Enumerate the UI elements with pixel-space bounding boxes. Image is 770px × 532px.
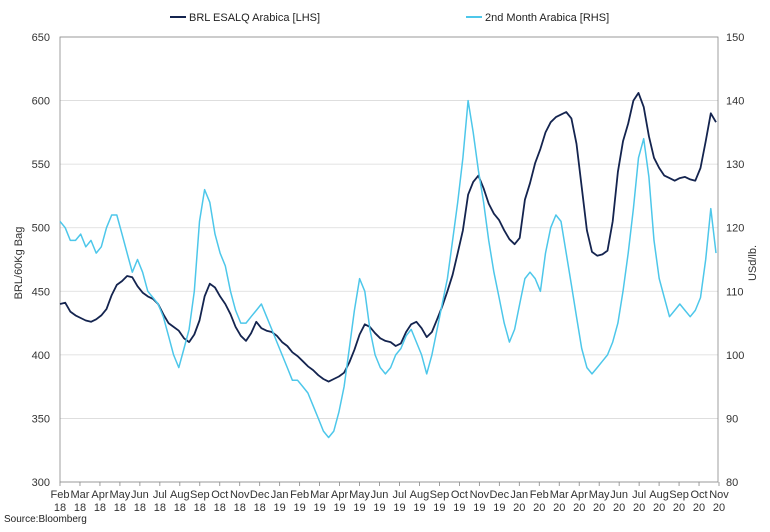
- x-tick-label-year: 20: [653, 502, 665, 514]
- x-tick-label-year: 19: [274, 502, 286, 514]
- x-tick-label-year: 19: [353, 502, 365, 514]
- x-tick-label-month: Jun: [371, 489, 389, 501]
- y-left-tick-label: 350: [32, 413, 50, 425]
- x-tick-label-year: 19: [313, 502, 325, 514]
- x-tick-label-month: Oct: [690, 489, 707, 501]
- x-tick-label-month: Oct: [211, 489, 228, 501]
- x-tick-label-month: Nov: [709, 489, 729, 501]
- x-tick-label-year: 19: [393, 502, 405, 514]
- x-tick-label-year: 18: [234, 502, 246, 514]
- y-left-tick-label: 300: [32, 477, 50, 489]
- grid-lines: [60, 36, 718, 483]
- y-axis-right: 80 90 100 110 120 130 140 150: [726, 32, 744, 489]
- x-tick-label-month: Feb: [530, 489, 549, 501]
- x-tick-label-month: Aug: [649, 489, 669, 501]
- legend: BRL ESALQ Arabica [LHS] 2nd Month Arabic…: [170, 12, 609, 24]
- x-tick-label-year: 20: [533, 502, 545, 514]
- series-lines: [59, 92, 717, 439]
- x-tick-label-year: 18: [134, 502, 146, 514]
- x-tick-label-month: May: [589, 489, 610, 501]
- x-tick-label-month: Dec: [490, 489, 510, 501]
- x-tick-label-month: Jun: [131, 489, 149, 501]
- x-tick-label-year: 19: [453, 502, 465, 514]
- y-left-tick-label: 450: [32, 286, 50, 298]
- x-tick-label-month: Mar: [310, 489, 329, 501]
- x-tick-label-month: Apr: [331, 489, 348, 501]
- y-axis-right-label: USd/lb.: [747, 245, 759, 281]
- x-tick-label-month: Nov: [230, 489, 250, 501]
- y-left-tick-label: 550: [32, 159, 50, 171]
- x-tick-label-year: 18: [74, 502, 86, 514]
- x-tick-label-year: 18: [114, 502, 126, 514]
- y-right-tick-label: 80: [726, 477, 738, 489]
- x-tick-label-year: 20: [513, 502, 525, 514]
- y-left-tick-label: 400: [32, 350, 50, 362]
- legend-label-brl-esalq: BRL ESALQ Arabica [LHS]: [189, 12, 320, 24]
- x-tick-label-year: 18: [254, 502, 266, 514]
- series-line-2nd-month: [59, 99, 717, 439]
- x-tick-label-month: May: [349, 489, 370, 501]
- x-tick-label-year: 19: [433, 502, 445, 514]
- y-axis-left-label: BRL/60Kg Bag: [13, 227, 25, 300]
- x-tick-label-year: 20: [613, 502, 625, 514]
- y-right-tick-label: 100: [726, 350, 744, 362]
- x-tick-label-month: Jun: [610, 489, 628, 501]
- x-tick-label-month: May: [110, 489, 131, 501]
- y-right-tick-label: 110: [726, 286, 744, 298]
- x-tick-label-month: Sep: [430, 489, 450, 501]
- x-tick-label-month: Sep: [669, 489, 689, 501]
- x-tick-label-year: 18: [194, 502, 206, 514]
- x-tick-label-month: Jul: [632, 489, 646, 501]
- x-tick-label-year: 18: [94, 502, 106, 514]
- x-tick-label-month: Jan: [271, 489, 289, 501]
- y-axis-left: 300 350 400 450 500 550 600 650: [32, 32, 50, 489]
- x-axis: Feb18Mar18Apr18May18Jun18Jul18Aug18Sep18…: [51, 482, 729, 514]
- y-right-tick-label: 120: [726, 223, 744, 235]
- y-left-tick-label: 600: [32, 96, 50, 108]
- x-tick-label-month: Mar: [70, 489, 89, 501]
- y-right-tick-label: 130: [726, 159, 744, 171]
- x-tick-label-year: 19: [493, 502, 505, 514]
- x-tick-label-year: 20: [693, 502, 705, 514]
- y-right-tick-label: 150: [726, 32, 744, 44]
- x-tick-label-year: 18: [154, 502, 166, 514]
- x-tick-label-year: 20: [713, 502, 725, 514]
- x-tick-label-month: Aug: [170, 489, 190, 501]
- x-tick-label-month: Jul: [392, 489, 406, 501]
- x-tick-label-month: Apr: [571, 489, 588, 501]
- y-left-tick-label: 500: [32, 223, 50, 235]
- x-tick-label-year: 18: [54, 502, 66, 514]
- x-tick-label-month: Feb: [290, 489, 309, 501]
- x-tick-label-year: 18: [214, 502, 226, 514]
- x-tick-label-month: Sep: [190, 489, 210, 501]
- x-tick-label-year: 18: [174, 502, 186, 514]
- x-tick-label-month: Dec: [250, 489, 270, 501]
- x-tick-label-month: Aug: [410, 489, 430, 501]
- x-tick-label-year: 20: [573, 502, 585, 514]
- plot-area: [59, 36, 719, 483]
- x-tick-label-year: 19: [333, 502, 345, 514]
- y-right-tick-label: 140: [726, 96, 744, 108]
- x-tick-label-year: 20: [593, 502, 605, 514]
- source-note: Source:Bloomberg: [4, 514, 87, 525]
- x-tick-label-year: 19: [294, 502, 306, 514]
- legend-label-2nd-month: 2nd Month Arabica [RHS]: [485, 12, 609, 24]
- x-tick-label-month: Apr: [91, 489, 108, 501]
- x-tick-label-month: Jan: [510, 489, 528, 501]
- series-line-brl-esalq: [59, 92, 717, 383]
- x-tick-label-year: 20: [553, 502, 565, 514]
- x-tick-label-year: 19: [373, 502, 385, 514]
- y-right-tick-label: 90: [726, 413, 738, 425]
- x-tick-label-month: Jul: [153, 489, 167, 501]
- x-tick-label-month: Oct: [451, 489, 468, 501]
- y-left-tick-label: 650: [32, 32, 50, 44]
- x-tick-label-month: Mar: [550, 489, 569, 501]
- x-tick-label-year: 20: [633, 502, 645, 514]
- x-tick-label-month: Nov: [470, 489, 490, 501]
- x-tick-label-month: Feb: [51, 489, 70, 501]
- x-tick-label-year: 19: [473, 502, 485, 514]
- x-tick-label-year: 20: [673, 502, 685, 514]
- x-tick-label-year: 19: [413, 502, 425, 514]
